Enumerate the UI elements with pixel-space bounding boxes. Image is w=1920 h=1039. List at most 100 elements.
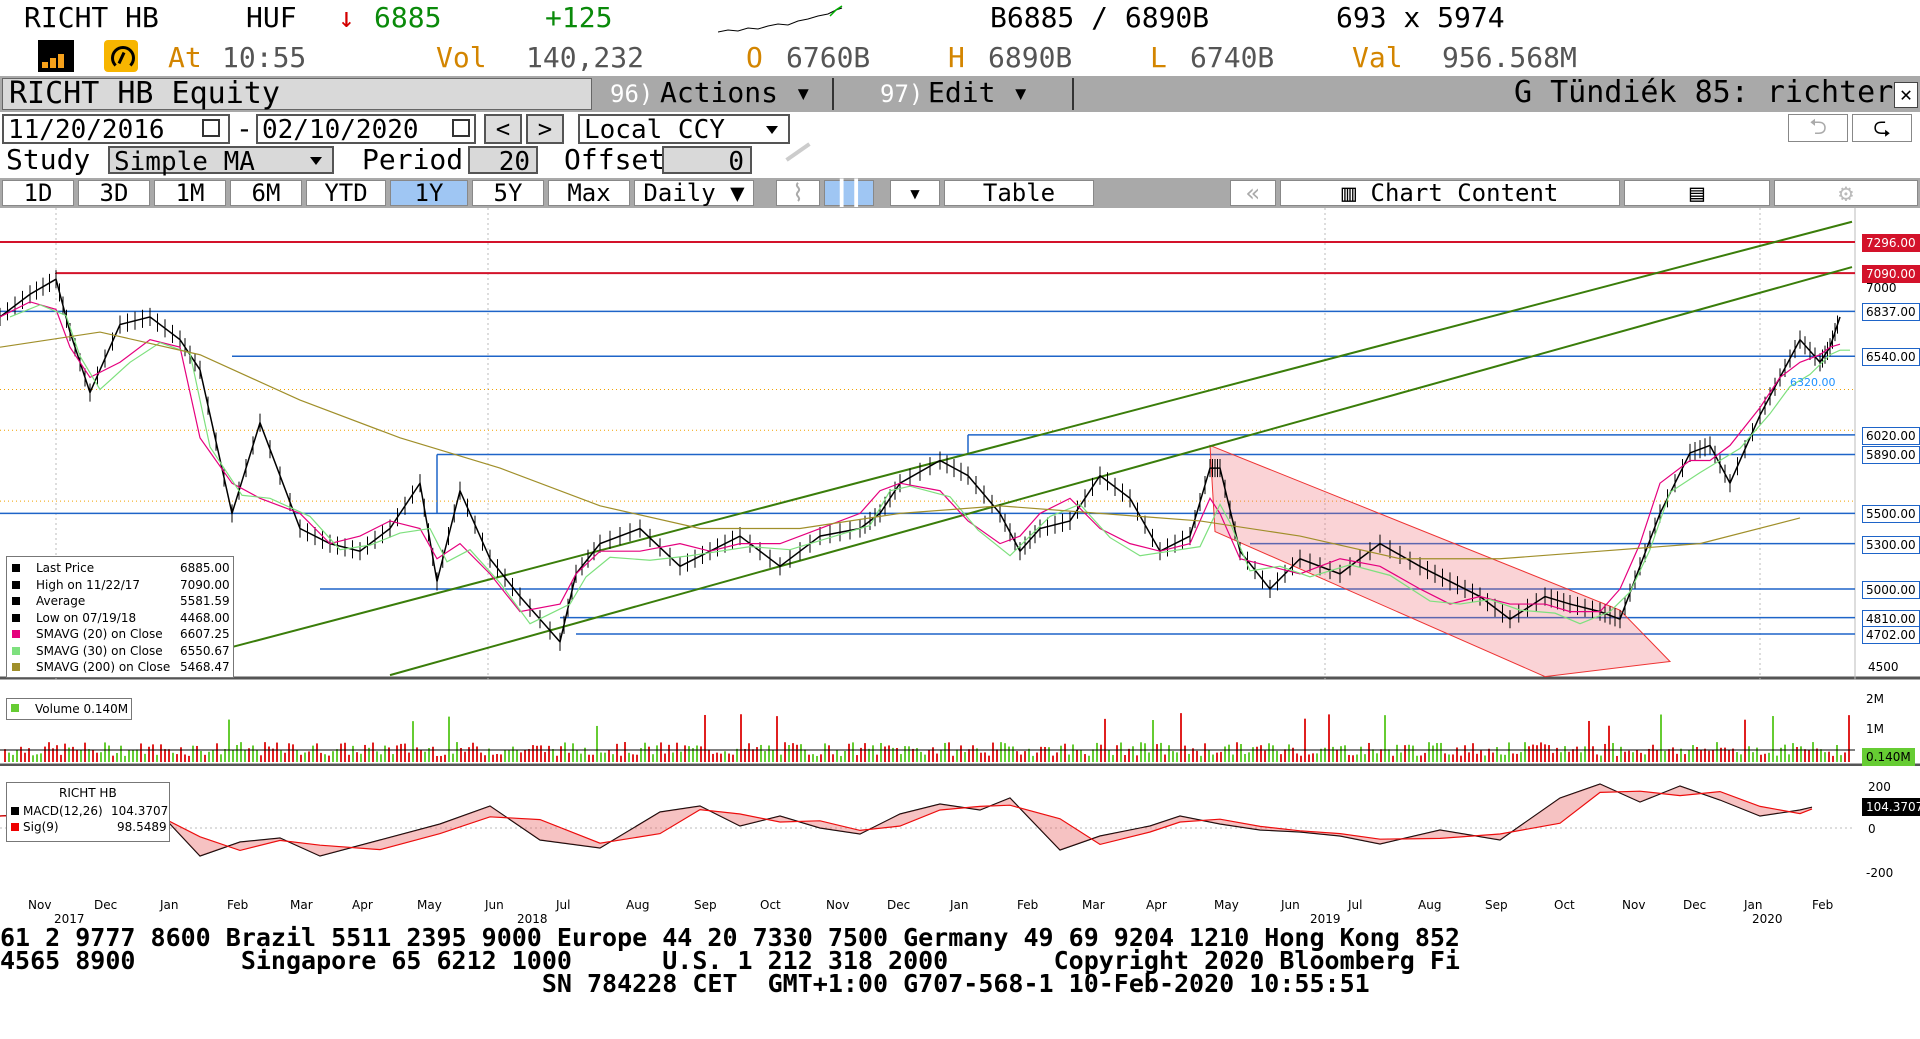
signal-value: 98.5489: [117, 820, 167, 834]
macd-title: RICHT HB: [59, 786, 117, 800]
volume-bar: [1508, 742, 1510, 762]
macd-chart[interactable]: [0, 776, 1920, 894]
close-icon[interactable]: ✕: [1894, 82, 1918, 108]
volume-bar: [1480, 750, 1482, 762]
pencil-icon[interactable]: [785, 142, 811, 162]
volume-bar: [1192, 748, 1194, 762]
volume-bar: [804, 749, 806, 762]
volume-bar: [1700, 750, 1702, 762]
volume-bar: [1640, 752, 1642, 762]
volume-bar: [620, 755, 622, 762]
volume-bar: [248, 748, 250, 762]
level-label: 5890.00: [1862, 446, 1920, 465]
edit-menu[interactable]: 97) Edit ▾: [836, 77, 1070, 110]
line-chart-icon[interactable]: ⌇: [776, 180, 820, 206]
volume-bar: [1812, 742, 1814, 762]
chart-content-button[interactable]: ▥ Chart Content: [1280, 180, 1620, 206]
volume-bar: [1540, 742, 1542, 762]
bar-chart-icon[interactable]: ┃┃: [824, 180, 874, 206]
range-button-1d[interactable]: 1D: [2, 180, 74, 206]
volume-bar: [1544, 744, 1546, 762]
study-select[interactable]: Simple MA: [108, 146, 334, 176]
table-button[interactable]: Table: [944, 180, 1094, 206]
volume-bar: [364, 744, 366, 762]
sma200-line: [0, 331, 1801, 560]
security-field[interactable]: RICHT HB Equity: [2, 78, 592, 110]
volume-bar: [708, 749, 710, 762]
volume-bar: [1788, 754, 1790, 762]
volume-bar: [868, 748, 870, 762]
price-chart[interactable]: [0, 208, 1920, 680]
range-button-5y[interactable]: 5Y: [472, 180, 544, 206]
range-button-max[interactable]: Max: [548, 180, 630, 206]
month-label: Oct: [1554, 898, 1575, 912]
volume-bar: [892, 747, 894, 762]
high-value: 6890B: [988, 41, 1073, 74]
date-from-field[interactable]: 11/20/2016: [2, 114, 230, 144]
volume-bar: [164, 749, 166, 762]
prev-period-button[interactable]: <: [484, 114, 522, 144]
bid-ask: B6885 / 6890B: [990, 1, 1210, 34]
frequency-select[interactable]: Daily ▼: [634, 180, 754, 206]
volume-bar: [1512, 753, 1514, 762]
volume-bar: [1616, 755, 1618, 762]
date-to-field[interactable]: 02/10/2020: [256, 114, 476, 144]
legend-swatch: [12, 630, 20, 638]
volume-bar: [752, 749, 754, 762]
range-button-ytd[interactable]: YTD: [306, 180, 386, 206]
gear-icon[interactable]: ⚙: [1774, 180, 1918, 206]
volume-bar: [1772, 716, 1774, 762]
legend-settings-icon[interactable]: ▤: [1624, 180, 1770, 206]
volume-bar: [776, 716, 778, 762]
volume-bar: [720, 753, 722, 762]
macd-swatch: [11, 807, 19, 815]
volume-bar: [484, 755, 486, 762]
volume-bar: [736, 748, 738, 762]
volume-bar: [968, 749, 970, 762]
volume-bar: [1600, 755, 1602, 762]
volume-bar: [688, 746, 690, 762]
volume-bar: [1412, 745, 1414, 762]
redo-button[interactable]: ⮎: [1852, 114, 1912, 142]
volume-bar: [996, 749, 998, 762]
undo-button[interactable]: ⮌: [1788, 114, 1848, 142]
volume-bar: [1728, 749, 1730, 762]
calendar-icon[interactable]: [452, 119, 470, 137]
volume-bar: [480, 752, 482, 762]
volume-bar: [16, 750, 18, 762]
collapse-icon[interactable]: «: [1230, 180, 1276, 206]
volume-bar: [200, 750, 202, 762]
volume-bar: [980, 752, 982, 762]
volume-bar: [1780, 747, 1782, 762]
volume-bar: [832, 754, 834, 762]
volume-bar: [1288, 744, 1290, 762]
open-label: O: [746, 41, 763, 74]
volume-bar: [72, 746, 74, 762]
offset-input[interactable]: 0: [662, 146, 752, 176]
volume-bar: [716, 752, 718, 762]
volume-chart[interactable]: [0, 688, 1920, 766]
range-button-6m[interactable]: 6M: [230, 180, 302, 206]
range-button-1y[interactable]: 1Y: [390, 180, 468, 206]
currency-select[interactable]: Local CCY: [578, 114, 790, 144]
range-button-3d[interactable]: 3D: [78, 180, 150, 206]
volume-bar: [576, 750, 578, 762]
volume-bar: [636, 754, 638, 762]
period-input[interactable]: 20: [468, 146, 538, 176]
volume-bar: [1840, 755, 1842, 762]
calendar-icon[interactable]: [202, 119, 220, 137]
volume-bar: [288, 743, 290, 762]
chart-type-dropdown[interactable]: ▾: [890, 180, 940, 206]
currency-select-value: Local CCY: [584, 115, 725, 145]
volume-bar: [384, 745, 386, 762]
volume-bar: [856, 755, 858, 762]
next-period-button[interactable]: >: [526, 114, 564, 144]
volume-bar: [580, 753, 582, 762]
speedometer-icon[interactable]: [104, 40, 138, 72]
volume-bar: [936, 753, 938, 762]
volume-bar: [308, 751, 310, 762]
range-button-1m[interactable]: 1M: [154, 180, 226, 206]
actions-number: 96): [610, 80, 654, 108]
actions-menu[interactable]: 96) Actions ▾: [596, 77, 830, 110]
volume-bar: [1004, 743, 1006, 762]
